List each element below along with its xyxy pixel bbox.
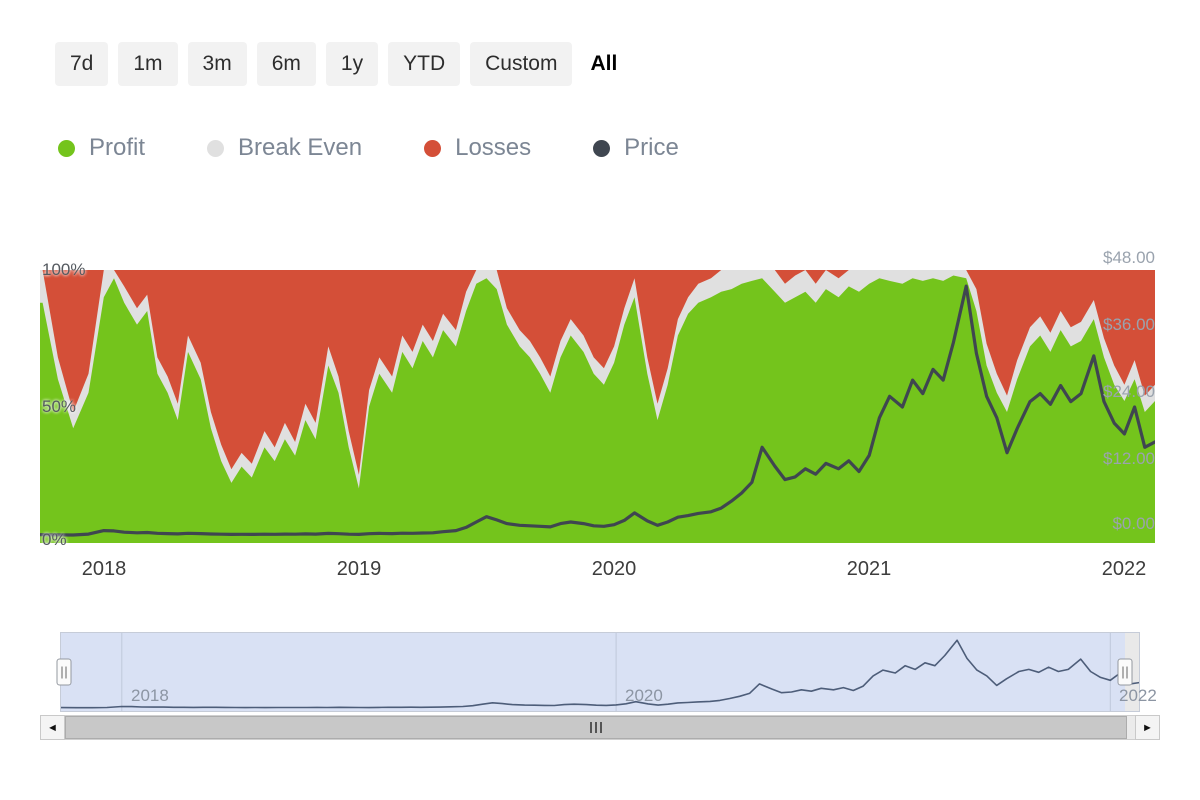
navigator-price-line: [60, 639, 1140, 709]
scroll-grip-icon: [590, 722, 602, 733]
left-arrow-icon: ◄: [47, 721, 58, 734]
legend-item-profit[interactable]: Profit: [58, 134, 145, 162]
price-marker-icon: [593, 139, 611, 157]
range-button-7d[interactable]: 7d: [55, 42, 109, 86]
range-button-1m[interactable]: 1m: [118, 42, 178, 86]
x-axis-tick: 2020: [591, 558, 637, 580]
navigator-mask: [1125, 632, 1140, 712]
legend-label: Price: [624, 134, 679, 161]
range-button-1y[interactable]: 1y: [325, 42, 379, 86]
legend-item-break-even[interactable]: Break Even: [207, 134, 362, 162]
right-arrow-icon: ►: [1142, 721, 1153, 734]
chart-legend: Profit Break Even Losses Price: [58, 134, 679, 162]
navigator-right-handle[interactable]: [1117, 658, 1133, 686]
legend-label: Profit: [89, 134, 146, 161]
range-button-ytd[interactable]: YTD: [388, 42, 461, 86]
range-button-3m[interactable]: 3m: [187, 42, 247, 86]
profit-marker-icon: [58, 139, 75, 157]
range-button-6m[interactable]: 6m: [256, 42, 316, 86]
legend-label: Losses: [455, 134, 532, 161]
scroll-thumb[interactable]: [65, 716, 1127, 739]
scroll-track[interactable]: [65, 715, 1135, 740]
main-chart[interactable]: [40, 270, 1155, 543]
time-range-selector: 7d 1m 3m 6m 1y YTD Custom All: [55, 42, 625, 86]
range-button-custom[interactable]: Custom: [470, 42, 573, 86]
y-axis-right-tick: $48.00: [1103, 248, 1155, 267]
navigator-left-handle[interactable]: [56, 658, 72, 686]
range-button-all[interactable]: All: [582, 42, 625, 86]
losses-marker-icon: [424, 139, 442, 157]
x-axis-tick: 2021: [846, 558, 892, 580]
legend-item-losses[interactable]: Losses: [424, 134, 531, 162]
profit-area: [40, 275, 1155, 543]
legend-label: Break Even: [238, 134, 363, 161]
x-axis-tick: 2022: [1101, 558, 1147, 580]
profit-loss-stacked-chart: [40, 270, 1155, 543]
x-axis-tick: 2018: [81, 558, 127, 580]
chart-navigator[interactable]: 2018 2020 2022: [56, 632, 1157, 712]
chart-scrollbar: ◄ ►: [40, 715, 1160, 740]
scroll-right-button[interactable]: ►: [1135, 715, 1160, 740]
navigator-selection[interactable]: [60, 632, 1125, 712]
navigator-mini-chart: [60, 632, 1140, 712]
price-line: [40, 284, 1155, 537]
legend-item-price[interactable]: Price: [593, 134, 679, 162]
break-even-marker-icon: [207, 139, 225, 157]
scroll-left-button[interactable]: ◄: [40, 715, 65, 740]
x-axis-tick: 2019: [336, 558, 382, 580]
